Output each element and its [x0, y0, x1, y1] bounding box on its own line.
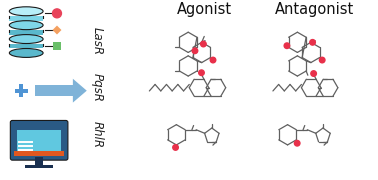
Text: Antagonist: Antagonist [274, 2, 354, 17]
Circle shape [210, 57, 216, 63]
FancyBboxPatch shape [35, 157, 43, 166]
Polygon shape [73, 79, 87, 103]
Ellipse shape [9, 21, 43, 30]
Text: LasR: LasR [91, 27, 104, 55]
Ellipse shape [9, 7, 43, 16]
Circle shape [53, 9, 62, 18]
Circle shape [311, 71, 316, 76]
Text: RhlR: RhlR [91, 121, 104, 148]
FancyBboxPatch shape [9, 30, 43, 35]
FancyBboxPatch shape [53, 42, 61, 50]
Circle shape [284, 43, 290, 48]
Circle shape [192, 48, 198, 53]
Ellipse shape [9, 48, 43, 57]
FancyBboxPatch shape [17, 130, 61, 152]
Circle shape [319, 57, 325, 63]
Circle shape [294, 140, 300, 146]
FancyBboxPatch shape [9, 16, 43, 21]
Ellipse shape [9, 35, 43, 44]
Circle shape [199, 70, 204, 75]
Circle shape [201, 41, 206, 47]
Text: PqsR: PqsR [91, 73, 104, 102]
FancyBboxPatch shape [35, 85, 73, 96]
Polygon shape [15, 84, 28, 97]
Circle shape [310, 40, 315, 45]
Polygon shape [53, 26, 62, 35]
FancyBboxPatch shape [10, 120, 68, 160]
FancyBboxPatch shape [14, 151, 64, 156]
FancyBboxPatch shape [9, 44, 43, 48]
Text: Agonist: Agonist [177, 2, 232, 17]
FancyBboxPatch shape [25, 165, 53, 168]
Circle shape [173, 145, 178, 150]
